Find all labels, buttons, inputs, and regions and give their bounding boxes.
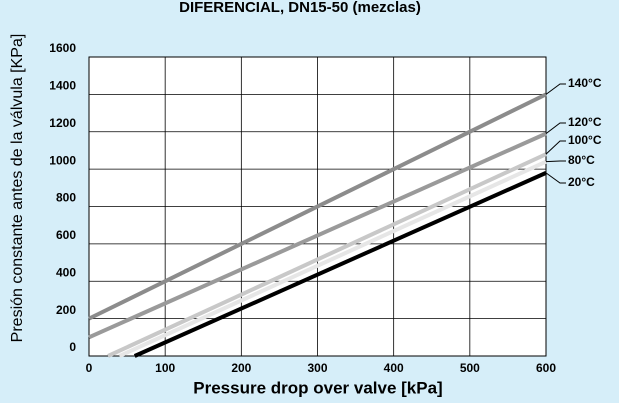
y-tick-label: 1400 — [49, 79, 76, 93]
legend-label: 20°C — [568, 175, 595, 189]
leader-line — [545, 140, 566, 155]
series-line — [107, 152, 547, 358]
leader-line — [545, 83, 566, 95]
leader-line — [545, 172, 566, 184]
series-line — [88, 92, 547, 321]
leader-line — [545, 122, 566, 135]
series-line — [133, 171, 547, 358]
legend-label: 80°C — [568, 153, 595, 167]
y-tick-label: 1600 — [49, 41, 76, 55]
x-tick-label: 200 — [231, 361, 251, 375]
y-axis-label: Presión constante antes de la válvula [K… — [9, 34, 26, 343]
y-tick-label: 400 — [56, 265, 76, 279]
x-tick-label: 500 — [460, 361, 480, 375]
x-tick-label: 400 — [384, 361, 404, 375]
y-tick-label: 1000 — [49, 153, 76, 167]
series-line — [118, 159, 547, 358]
y-tick-label: 800 — [56, 191, 76, 205]
chart-title: DIFERENCIAL, DN15-50 (mezclas) — [179, 0, 421, 16]
y-tick-label: 200 — [56, 303, 76, 317]
x-tick-label: 600 — [536, 361, 556, 375]
x-axis-label: Pressure drop over valve [kPa] — [193, 378, 442, 397]
legend-label: 100°C — [568, 133, 602, 147]
legend-label: 140°C — [568, 76, 602, 90]
x-tick-label: 100 — [155, 361, 175, 375]
x-tick-label: 300 — [307, 361, 327, 375]
y-tick-label: 1200 — [49, 116, 76, 130]
legend-label: 120°C — [568, 115, 602, 129]
plot-border — [88, 56, 547, 357]
x-tick-label: 0 — [86, 361, 93, 375]
y-tick-label: 600 — [56, 228, 76, 242]
leader-line — [545, 160, 566, 163]
series-line — [88, 131, 547, 340]
y-tick-label: 0 — [69, 340, 76, 354]
